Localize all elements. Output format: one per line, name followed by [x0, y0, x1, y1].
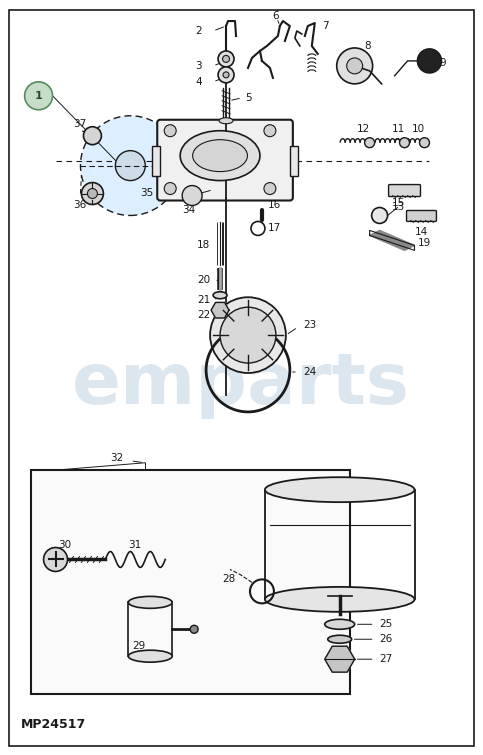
Polygon shape	[211, 303, 229, 318]
Ellipse shape	[325, 619, 355, 629]
Text: 24: 24	[303, 367, 316, 377]
Circle shape	[371, 208, 387, 223]
Text: 2: 2	[195, 26, 202, 36]
FancyBboxPatch shape	[157, 120, 293, 201]
Ellipse shape	[128, 650, 172, 662]
Circle shape	[264, 125, 276, 137]
Circle shape	[190, 625, 198, 633]
Text: 13: 13	[392, 202, 405, 212]
Text: 32: 32	[111, 453, 124, 463]
FancyBboxPatch shape	[152, 146, 160, 176]
Circle shape	[218, 67, 234, 83]
Text: 20: 20	[197, 276, 210, 285]
Ellipse shape	[213, 291, 227, 299]
Text: 1: 1	[35, 91, 43, 101]
Circle shape	[84, 127, 101, 145]
Text: MP24517: MP24517	[21, 717, 86, 731]
Circle shape	[399, 137, 410, 148]
Text: 15: 15	[392, 198, 405, 208]
Ellipse shape	[219, 118, 233, 124]
Text: emparts: emparts	[72, 350, 410, 420]
Circle shape	[417, 49, 441, 73]
Text: 14: 14	[414, 227, 428, 237]
Circle shape	[365, 137, 375, 148]
Ellipse shape	[128, 596, 172, 609]
Ellipse shape	[328, 635, 352, 643]
Text: 35: 35	[140, 187, 154, 198]
Text: 18: 18	[197, 240, 211, 251]
Text: 19: 19	[417, 239, 431, 248]
Circle shape	[223, 72, 229, 78]
Text: 25: 25	[380, 619, 393, 629]
Text: 11: 11	[392, 124, 405, 134]
Text: 29: 29	[132, 641, 145, 652]
Ellipse shape	[180, 131, 260, 180]
Ellipse shape	[265, 477, 414, 502]
Text: 16: 16	[268, 201, 281, 211]
Text: 36: 36	[73, 201, 87, 211]
Text: 7: 7	[322, 21, 328, 31]
Circle shape	[182, 186, 202, 205]
Ellipse shape	[265, 587, 414, 612]
Ellipse shape	[193, 140, 247, 171]
Text: 5: 5	[245, 93, 252, 103]
Circle shape	[115, 151, 145, 180]
Text: 6: 6	[272, 11, 279, 21]
Circle shape	[82, 183, 103, 205]
FancyBboxPatch shape	[30, 470, 350, 694]
Circle shape	[25, 82, 53, 109]
FancyBboxPatch shape	[407, 211, 437, 221]
Circle shape	[164, 125, 176, 137]
FancyBboxPatch shape	[290, 146, 298, 176]
FancyBboxPatch shape	[389, 184, 421, 196]
Text: 3: 3	[195, 61, 202, 71]
Text: 21: 21	[197, 295, 211, 305]
Text: 31: 31	[128, 540, 142, 550]
Polygon shape	[369, 230, 414, 251]
Text: 30: 30	[58, 540, 71, 550]
Circle shape	[220, 307, 276, 363]
Circle shape	[210, 297, 286, 373]
Circle shape	[164, 183, 176, 195]
Circle shape	[223, 55, 229, 63]
Circle shape	[420, 137, 429, 148]
Text: 12: 12	[356, 124, 370, 134]
Text: 34: 34	[182, 205, 196, 215]
Circle shape	[264, 183, 276, 195]
Circle shape	[347, 58, 363, 74]
Circle shape	[337, 48, 372, 84]
Text: 23: 23	[303, 320, 316, 330]
Circle shape	[43, 547, 68, 572]
Circle shape	[218, 51, 234, 67]
Text: 10: 10	[412, 124, 425, 134]
Text: 22: 22	[197, 310, 211, 320]
Text: 28: 28	[222, 575, 235, 584]
Text: 8: 8	[365, 41, 371, 51]
Text: 4: 4	[195, 77, 202, 87]
Text: 27: 27	[380, 654, 393, 664]
Text: 26: 26	[380, 634, 393, 644]
Text: 17: 17	[268, 223, 281, 233]
Text: 37: 37	[73, 119, 87, 129]
Circle shape	[81, 116, 180, 215]
Polygon shape	[325, 646, 355, 672]
Circle shape	[87, 189, 98, 199]
Text: 9: 9	[440, 58, 446, 68]
